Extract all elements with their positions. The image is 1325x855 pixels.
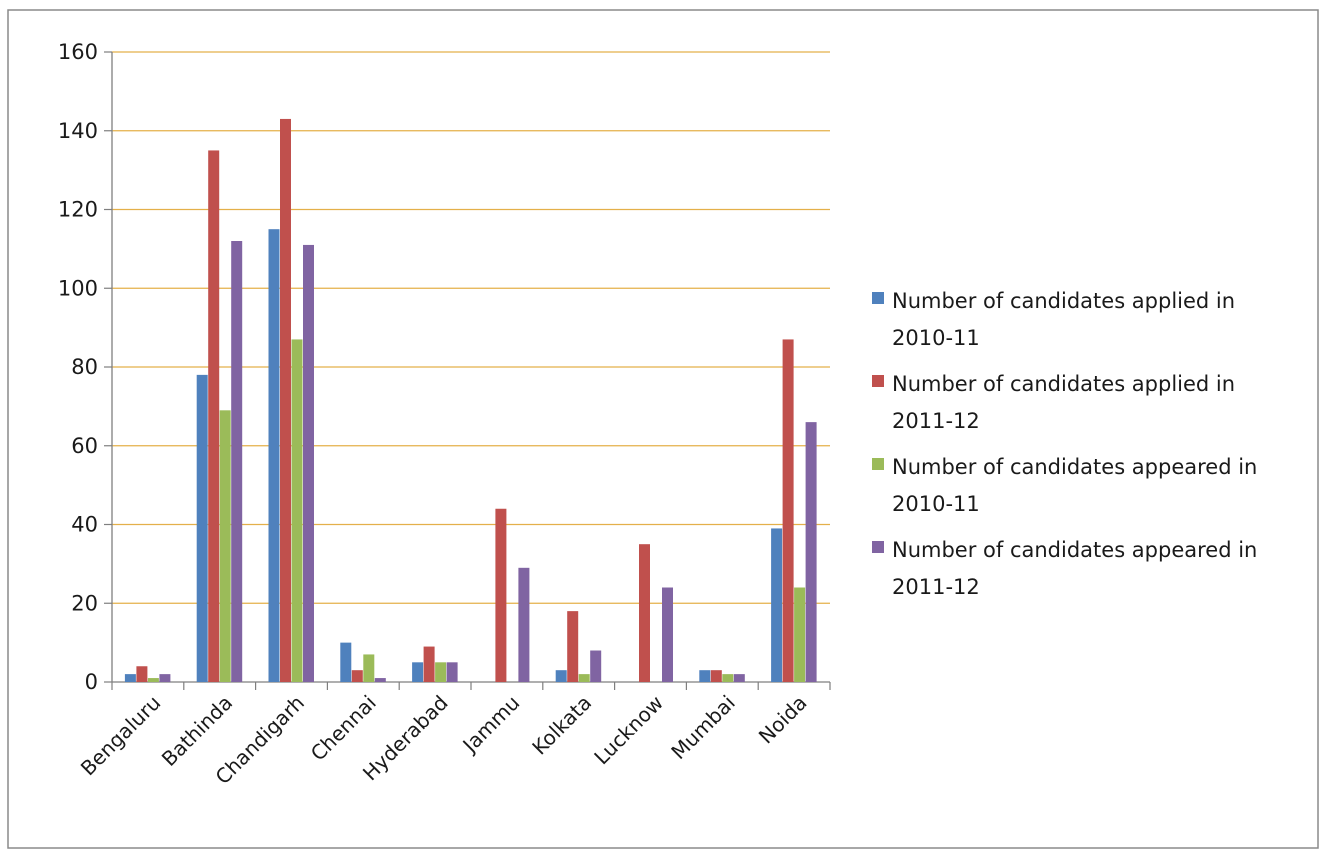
- bar: [374, 678, 386, 682]
- y-tick-label: 40: [71, 513, 98, 537]
- bar: [578, 674, 590, 682]
- y-tick-label: 120: [58, 198, 98, 222]
- bar: [567, 611, 579, 682]
- bar: [280, 118, 291, 682]
- legend-swatch: [872, 541, 884, 553]
- legend-swatch: [872, 458, 884, 470]
- bar: [662, 587, 673, 682]
- bar: [231, 241, 243, 682]
- legend-item-applied-2011-12: Number of candidates applied in 2011-12: [872, 366, 1312, 440]
- bar: [219, 410, 231, 682]
- bar: [124, 674, 136, 682]
- legend-swatch: [872, 292, 884, 304]
- legend-label: Number of candidates appeared in 2010-11: [892, 455, 1258, 516]
- legend-item-applied-2010-11: Number of candidates applied in 2010-11: [872, 283, 1312, 357]
- bar: [495, 508, 507, 682]
- bar: [518, 567, 530, 682]
- bar: [555, 670, 567, 682]
- bar: [268, 229, 280, 682]
- legend-label: Number of candidates applied in 2011-12: [892, 372, 1236, 433]
- bar: [291, 339, 303, 682]
- y-tick-label: 140: [58, 119, 98, 143]
- bar: [159, 674, 171, 682]
- legend-item-appeared-2011-12: Number of candidates appeared in 2011-12: [872, 532, 1312, 606]
- y-tick-label: 0: [85, 670, 98, 694]
- y-tick-label: 100: [58, 276, 98, 300]
- bar: [208, 150, 220, 682]
- y-tick-label: 160: [58, 40, 98, 64]
- bar: [639, 544, 650, 682]
- bar: [794, 587, 806, 682]
- bar: [196, 374, 208, 682]
- bar: [340, 642, 352, 682]
- bar: [412, 662, 424, 682]
- y-tick-label: 80: [71, 355, 98, 379]
- legend-swatch: [872, 375, 884, 387]
- bar: [303, 244, 314, 682]
- bar: [435, 662, 447, 682]
- y-tick-label: 60: [71, 434, 98, 458]
- y-tick-label: 20: [71, 591, 98, 615]
- bar: [147, 678, 159, 682]
- bar: [805, 422, 817, 682]
- bar: [710, 670, 722, 682]
- bars: [124, 118, 817, 682]
- bar: [590, 650, 602, 682]
- legend: Number of candidates applied in 2010-11 …: [872, 283, 1312, 615]
- legend-label: Number of candidates appeared in 2011-12: [892, 538, 1258, 599]
- bar: [771, 528, 783, 682]
- bar: [782, 339, 794, 682]
- bar: [446, 662, 458, 682]
- legend-label: Number of candidates applied in 2010-11: [892, 289, 1236, 350]
- bar: [363, 654, 375, 682]
- bar: [136, 666, 148, 682]
- bar: [423, 646, 435, 682]
- bar: [699, 670, 711, 682]
- bar: [722, 674, 734, 682]
- bar: [733, 674, 745, 682]
- bar: [351, 670, 363, 682]
- legend-item-appeared-2010-11: Number of candidates appeared in 2010-11: [872, 449, 1312, 523]
